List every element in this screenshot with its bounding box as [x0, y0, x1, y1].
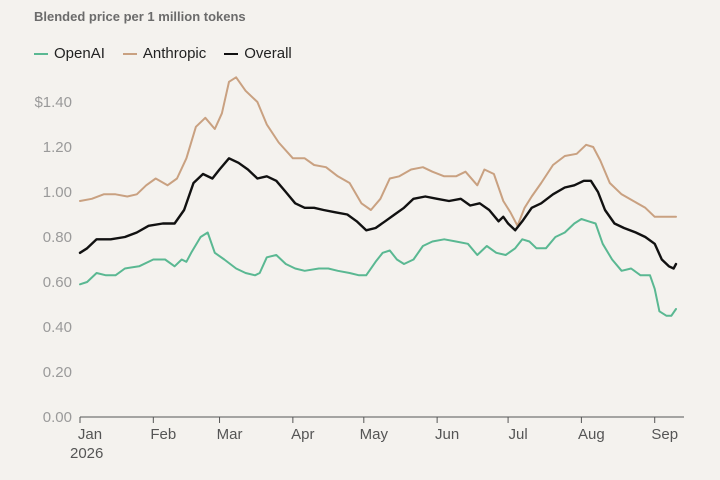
x-tick-label: May: [360, 426, 389, 443]
y-tick-label: 1.00: [43, 184, 72, 201]
series-line-openai: [79, 218, 677, 317]
legend-label-anthropic: Anthropic: [142, 45, 207, 62]
x-tick-label: Jan: [78, 426, 102, 443]
legend-label-overall: Overall: [244, 45, 292, 62]
chart-title: Blended price per 1 million tokens: [34, 9, 246, 24]
x-tick-label: Jul: [508, 426, 527, 443]
y-tick-label: 0.00: [43, 409, 72, 426]
series-line-anthropic: [79, 76, 677, 227]
y-tick-label: 0.20: [43, 364, 72, 381]
x-tick-label: Aug: [578, 426, 605, 443]
y-tick-label: 0.40: [43, 319, 72, 336]
x-tick-label: Apr: [291, 426, 314, 443]
legend-item-anthropic: Anthropic: [122, 45, 207, 62]
y-tick-label: 0.60: [43, 274, 72, 291]
y-tick-label: 0.80: [43, 229, 72, 246]
legend-item-openai: OpenAI: [34, 45, 105, 62]
x-tick-label: Mar: [217, 426, 243, 443]
x-tick-label: Sep: [651, 426, 678, 443]
legend-swatch-openai: [34, 52, 48, 55]
x-tick-label: Jun: [435, 426, 459, 443]
x-year-label: 2026: [70, 445, 103, 462]
y-tick-label: 1.20: [43, 139, 72, 156]
legend-swatch-anthropic: [122, 52, 137, 55]
legend-label-openai: OpenAI: [54, 45, 105, 62]
legend-swatch-overall: [224, 52, 239, 55]
chart-legend: OpenAI Anthropic Overall: [34, 45, 292, 62]
series-line-overall: [78, 157, 678, 270]
y-tick-label: $1.40: [34, 94, 72, 111]
x-tick-label: Feb: [150, 426, 176, 443]
legend-item-overall: Overall: [224, 45, 292, 62]
